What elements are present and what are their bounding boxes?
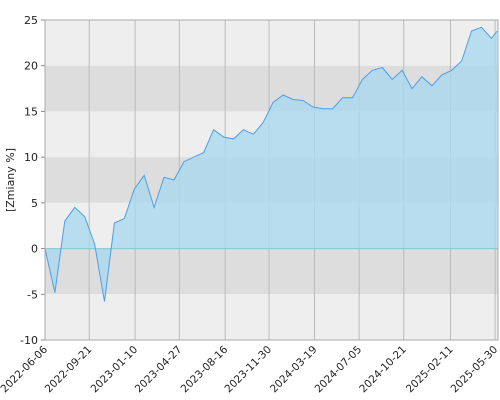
band [45,20,498,66]
x-tick-label: 2023-11-30 [223,344,275,396]
x-tick-label: 2025-02-11 [404,344,456,396]
x-tick-label: 2024-03-19 [268,344,320,396]
y-tick-label: -5 [27,288,38,301]
y-tick-label: 10 [24,151,38,164]
y-tick-label: 0 [31,243,38,256]
y-tick-label: -10 [20,334,38,347]
x-tick-label: 2025-05-30 [449,344,500,396]
x-tick-label: 2023-04-27 [133,344,185,396]
area [45,27,498,302]
band [45,248,498,295]
x-tick-label: 2024-07-05 [313,344,365,396]
y-tick-label: 15 [24,105,38,118]
line [44,26,498,302]
plot-frame [44,19,499,341]
y-tick-label: 5 [31,197,38,210]
band [45,294,498,340]
x-tick-label: 2024-10-21 [357,344,409,396]
y-tick-label: 20 [24,60,38,73]
x-tick-label: 2022-09-21 [43,344,95,396]
y-axis-label: [Zmiany %] [4,148,17,212]
y-tick-label: 25 [24,14,38,27]
